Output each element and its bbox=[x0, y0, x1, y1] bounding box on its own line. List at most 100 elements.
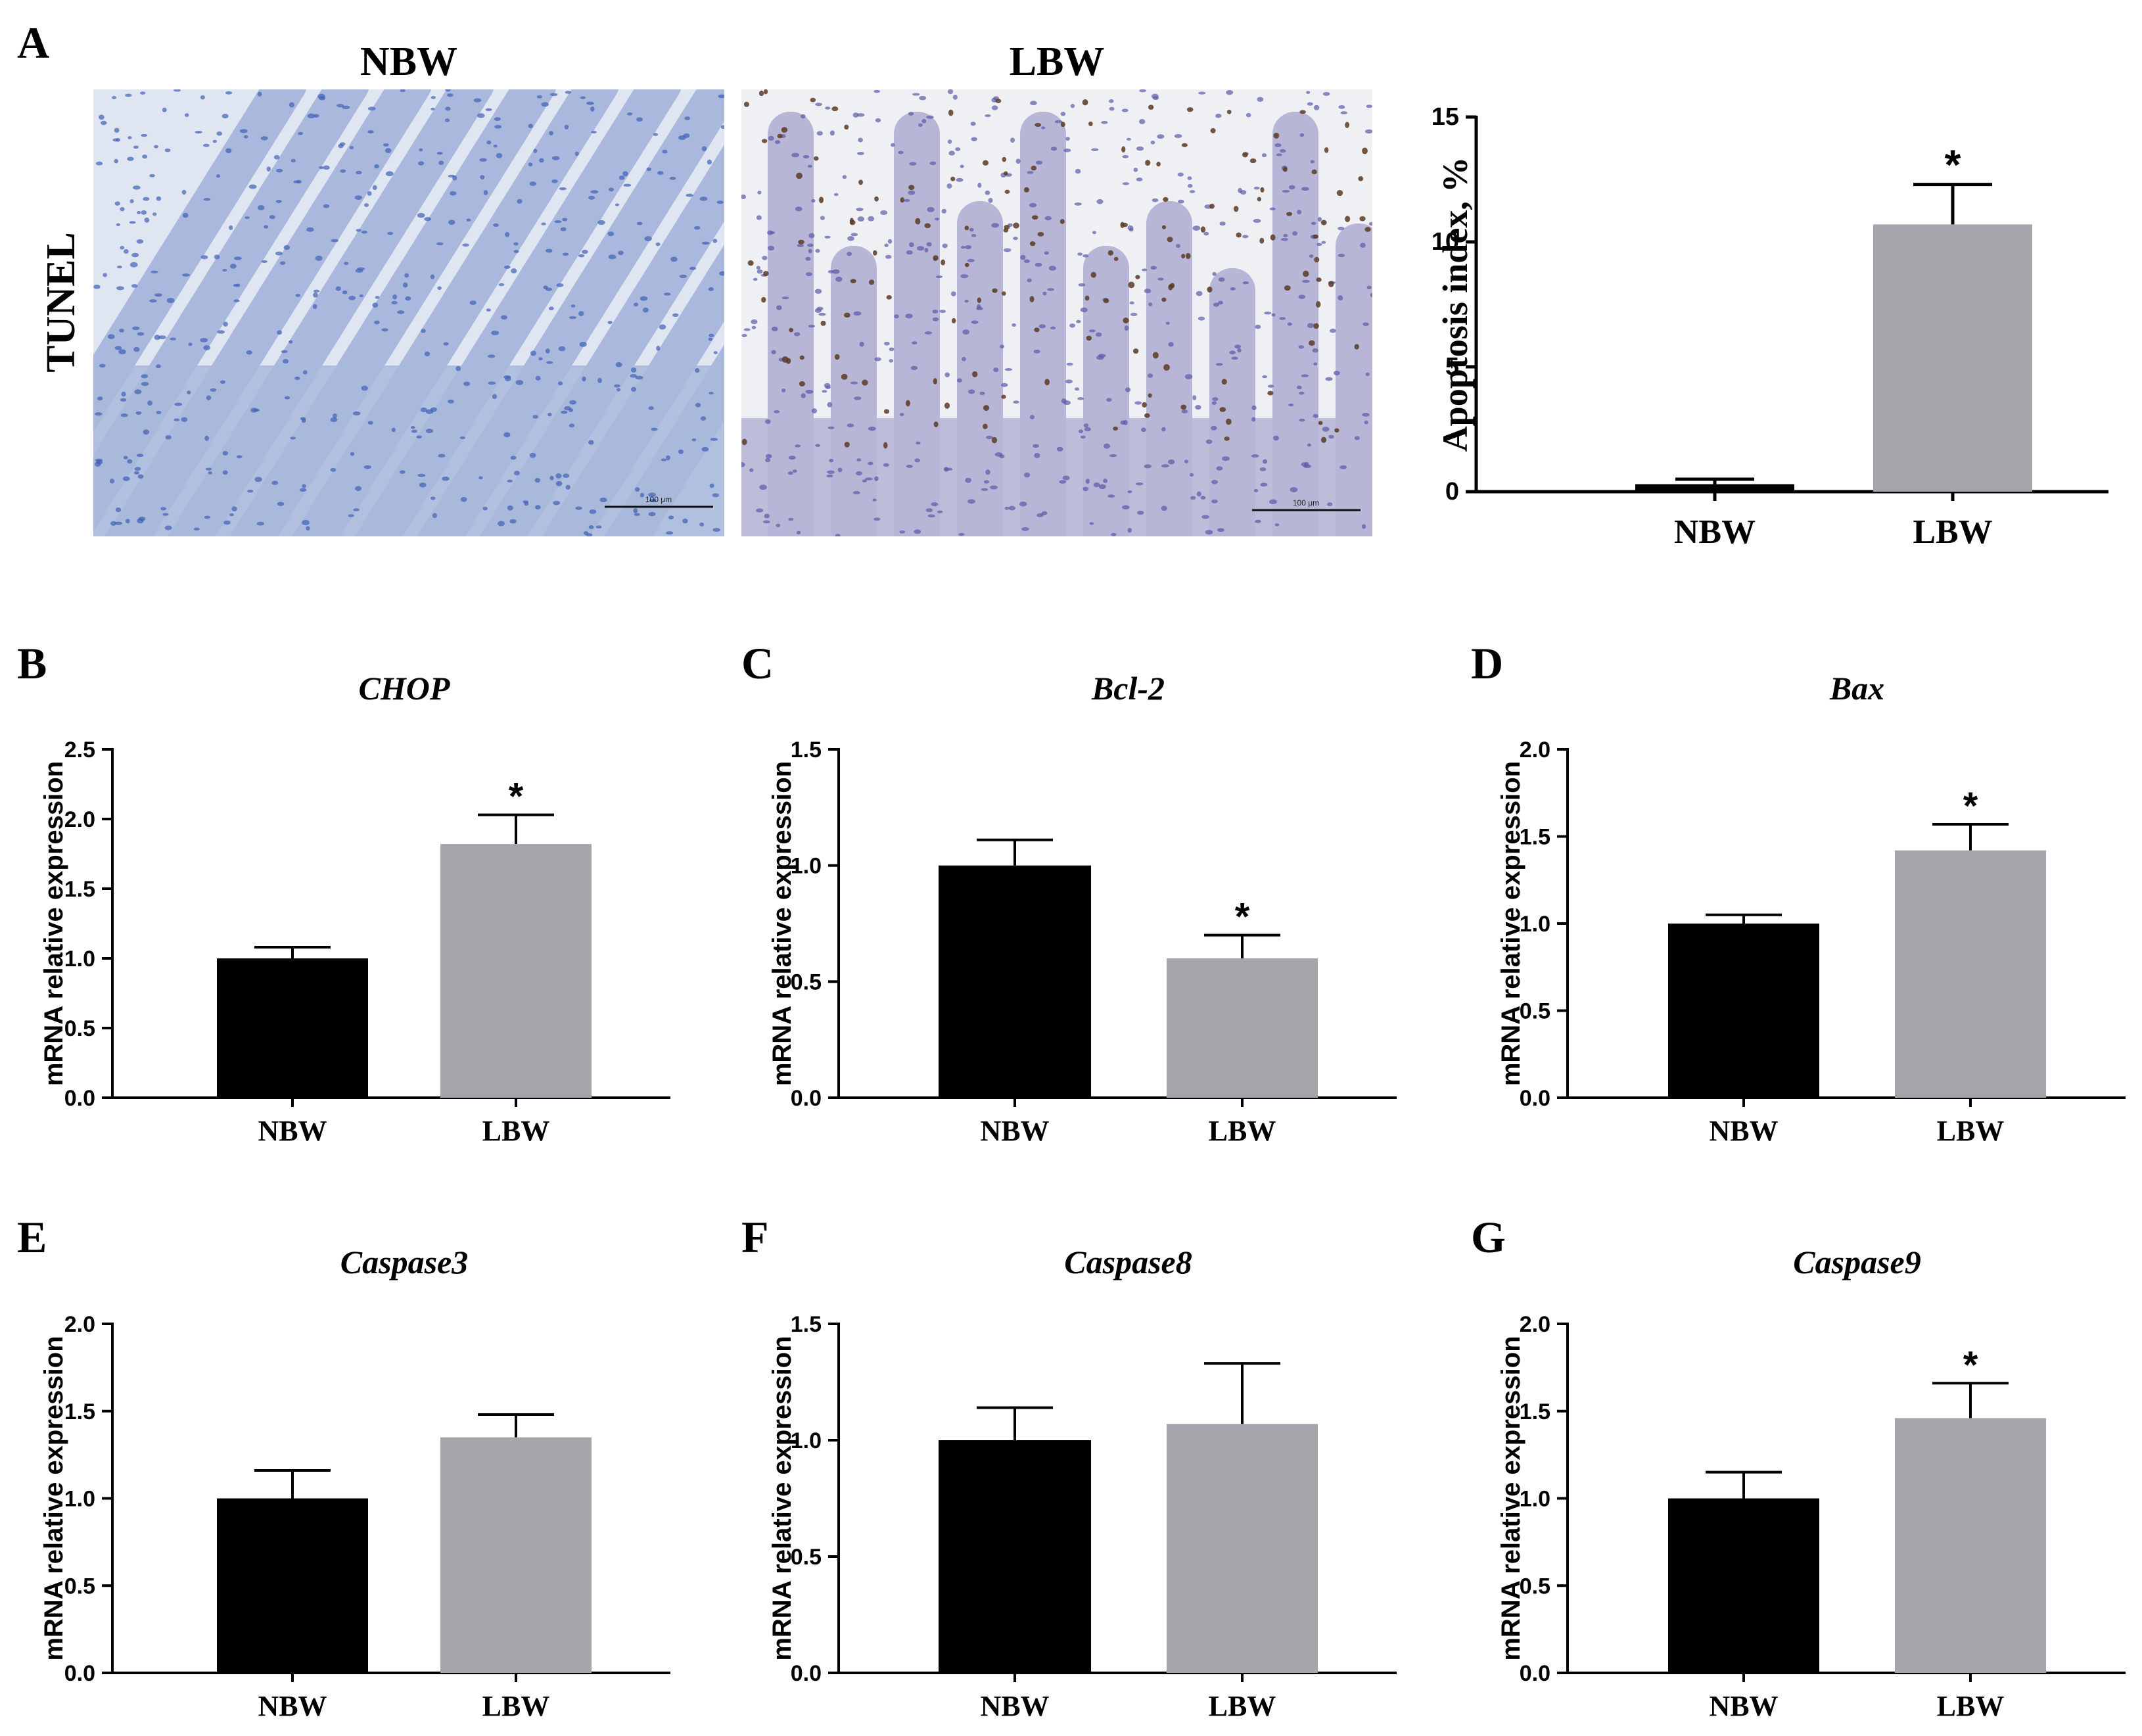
cell-nucleus bbox=[418, 161, 425, 166]
cell-nucleus bbox=[1338, 254, 1345, 258]
cell-nucleus bbox=[323, 165, 330, 170]
cell-nucleus bbox=[1251, 417, 1256, 422]
x-tick-label-lbw: LBW bbox=[1913, 513, 1992, 551]
cell-nucleus bbox=[231, 506, 237, 512]
y-tick-label: 1.5 bbox=[791, 1312, 822, 1337]
cell-nucleus bbox=[144, 217, 150, 223]
cell-nucleus bbox=[753, 277, 758, 281]
cell-nucleus bbox=[1310, 160, 1315, 164]
cell-nucleus bbox=[1148, 373, 1153, 378]
cell-nucleus bbox=[569, 400, 576, 405]
cell-nucleus bbox=[829, 130, 835, 136]
cell-nucleus bbox=[712, 239, 718, 243]
y-tick-label: 2.5 bbox=[64, 738, 95, 762]
cell-nucleus bbox=[507, 505, 513, 511]
cell-nucleus bbox=[233, 284, 239, 287]
cell-nucleus bbox=[776, 305, 782, 310]
cell-nucleus bbox=[330, 467, 337, 472]
cell-nucleus bbox=[762, 520, 770, 524]
panel-letter-e: E bbox=[17, 1212, 47, 1262]
cell-nucleus bbox=[1050, 147, 1058, 151]
y-tick-label: 1.5 bbox=[1520, 1399, 1550, 1424]
cell-nucleus bbox=[965, 477, 971, 483]
cell-nucleus bbox=[1298, 345, 1305, 349]
cell-nucleus bbox=[1136, 146, 1144, 151]
cell-nucleus bbox=[513, 242, 519, 246]
cell-nucleus bbox=[816, 131, 824, 136]
tunel-positive-nucleus bbox=[849, 220, 856, 225]
cell-nucleus bbox=[985, 114, 991, 118]
cell-nucleus bbox=[1200, 496, 1206, 500]
cell-nucleus bbox=[1259, 467, 1267, 471]
cell-nucleus bbox=[479, 158, 487, 162]
cell-nucleus bbox=[948, 89, 954, 95]
cell-nucleus bbox=[344, 262, 349, 266]
cell-nucleus bbox=[781, 296, 789, 300]
cell-nucleus bbox=[1368, 222, 1372, 226]
tunel-positive-nucleus bbox=[1004, 189, 1010, 194]
cell-nucleus bbox=[874, 476, 879, 481]
cell-nucleus bbox=[771, 326, 778, 332]
cell-nucleus bbox=[99, 364, 106, 368]
y-tick-label: 2.0 bbox=[64, 807, 95, 832]
cell-nucleus bbox=[431, 107, 435, 111]
tunel-positive-nucleus bbox=[1144, 413, 1150, 418]
cell-nucleus bbox=[1333, 370, 1340, 376]
cell-nucleus bbox=[381, 328, 388, 332]
cell-nucleus bbox=[655, 242, 661, 246]
cell-nucleus bbox=[515, 379, 524, 385]
cell-nucleus bbox=[555, 481, 563, 486]
cell-nucleus bbox=[842, 175, 847, 179]
chart-title: Bcl-2 bbox=[1091, 670, 1165, 707]
cell-nucleus bbox=[160, 507, 166, 511]
tunel-positive-nucleus bbox=[820, 320, 826, 326]
cell-nucleus bbox=[294, 376, 300, 381]
cell-nucleus bbox=[874, 357, 881, 362]
cell-nucleus bbox=[112, 95, 116, 100]
cell-nucleus bbox=[1109, 454, 1117, 457]
tunel-positive-nucleus bbox=[1113, 426, 1119, 431]
cell-nucleus bbox=[679, 274, 687, 279]
cell-nucleus bbox=[532, 415, 538, 419]
cell-nucleus bbox=[644, 236, 652, 242]
cell-nucleus bbox=[1264, 312, 1272, 315]
cell-nucleus bbox=[803, 154, 810, 158]
significance-marker: * bbox=[1235, 896, 1250, 939]
cell-nucleus bbox=[630, 374, 638, 378]
cell-nucleus bbox=[222, 269, 227, 272]
cell-nucleus bbox=[443, 342, 449, 346]
cell-nucleus bbox=[666, 455, 670, 461]
micrograph-label-lbw: LBW bbox=[1010, 39, 1105, 84]
cell-nucleus bbox=[1302, 279, 1310, 283]
cell-nucleus bbox=[342, 105, 350, 110]
tunel-positive-nucleus bbox=[798, 239, 804, 245]
cell-nucleus bbox=[392, 294, 398, 300]
cell-nucleus bbox=[260, 136, 268, 141]
cell-nucleus bbox=[372, 302, 379, 308]
cell-nucleus bbox=[1103, 479, 1107, 483]
cell-nucleus bbox=[648, 511, 656, 517]
cell-nucleus bbox=[556, 283, 564, 287]
tunel-positive-nucleus bbox=[1309, 340, 1315, 346]
cell-nucleus bbox=[590, 106, 595, 112]
cell-nucleus bbox=[623, 183, 632, 187]
cell-nucleus bbox=[114, 128, 120, 133]
cell-nucleus bbox=[154, 145, 158, 149]
cell-nucleus bbox=[932, 317, 939, 321]
significance-marker: * bbox=[1945, 141, 1961, 189]
cell-nucleus bbox=[436, 152, 443, 155]
cell-nucleus bbox=[885, 254, 892, 259]
cell-nucleus bbox=[1111, 532, 1117, 536]
cell-nucleus bbox=[595, 525, 602, 529]
cell-nucleus bbox=[1106, 398, 1112, 402]
cell-nucleus bbox=[480, 175, 485, 179]
cell-nucleus bbox=[1261, 153, 1267, 158]
tunel-positive-nucleus bbox=[1210, 128, 1216, 133]
cell-nucleus bbox=[162, 107, 167, 112]
x-tick-label-lbw: LBW bbox=[1937, 1690, 2005, 1722]
tunel-positive-nucleus bbox=[1152, 352, 1159, 359]
cell-nucleus bbox=[1316, 243, 1322, 246]
cell-nucleus bbox=[1077, 397, 1084, 400]
cell-nucleus bbox=[889, 359, 894, 363]
cell-nucleus bbox=[1321, 241, 1326, 244]
